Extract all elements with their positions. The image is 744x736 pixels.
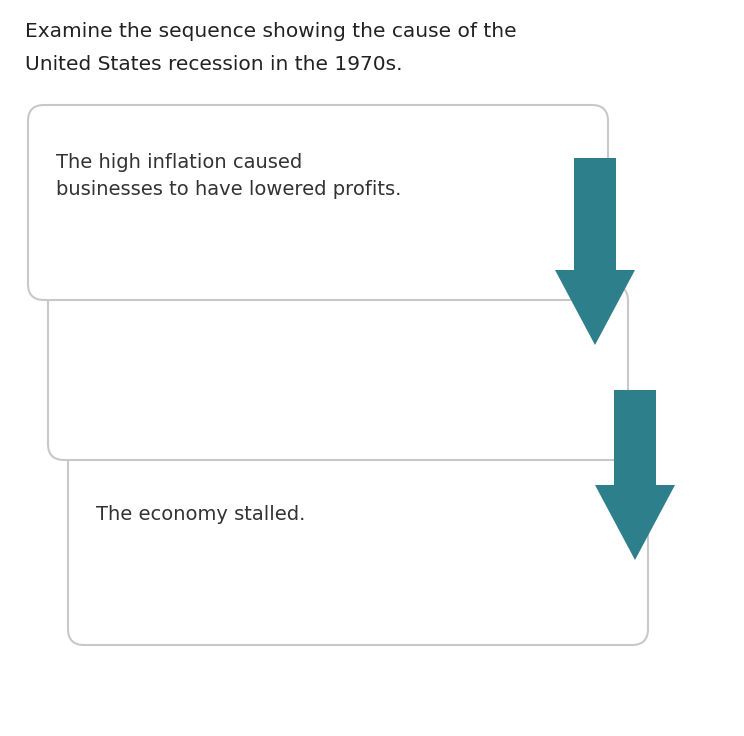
Polygon shape (595, 390, 675, 560)
Text: Examine the sequence showing the cause of the: Examine the sequence showing the cause o… (25, 22, 516, 41)
Polygon shape (555, 158, 635, 345)
Text: United States recession in the 1970s.: United States recession in the 1970s. (25, 55, 403, 74)
FancyBboxPatch shape (28, 105, 608, 300)
FancyBboxPatch shape (48, 285, 628, 460)
Text: The economy stalled.: The economy stalled. (96, 505, 305, 524)
Text: The high inflation caused
businesses to have lowered profits.: The high inflation caused businesses to … (56, 153, 401, 199)
FancyBboxPatch shape (68, 445, 648, 645)
